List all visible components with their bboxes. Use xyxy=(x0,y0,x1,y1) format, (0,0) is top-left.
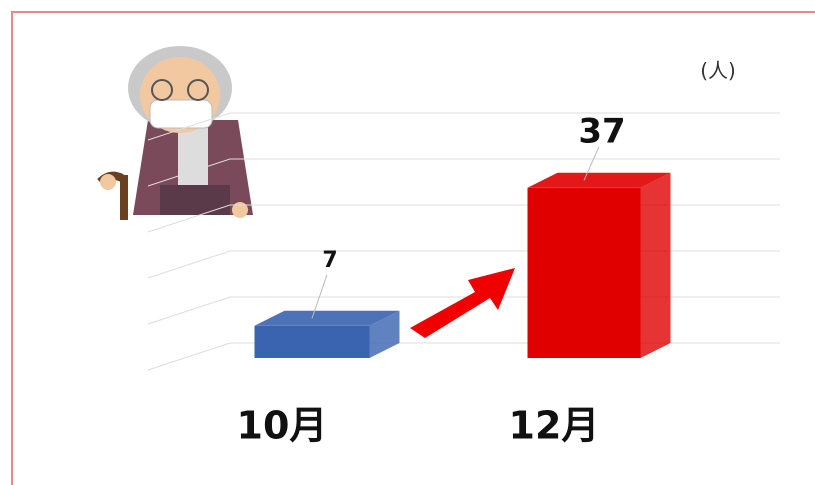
grid-line xyxy=(148,113,780,140)
unit-label: (人) xyxy=(700,59,736,83)
value-label: 7 xyxy=(322,248,337,273)
bar xyxy=(255,311,400,358)
bar xyxy=(528,173,671,358)
page: 710月3712月 (人) (() => { const data = JSON… xyxy=(0,0,815,485)
x-tick-label: 12月 xyxy=(509,404,600,448)
trend-arrow xyxy=(410,268,515,338)
value-label: 37 xyxy=(578,111,625,151)
grid-line xyxy=(148,251,780,278)
bar-front xyxy=(528,188,641,358)
bar-side xyxy=(641,173,671,358)
bar-front xyxy=(255,326,370,358)
elderly-illustration xyxy=(100,46,253,220)
chart: 7 10月 37 12月 (人) xyxy=(0,0,815,485)
grid-line xyxy=(148,343,780,370)
x-tick-label: 10月 xyxy=(237,404,328,448)
